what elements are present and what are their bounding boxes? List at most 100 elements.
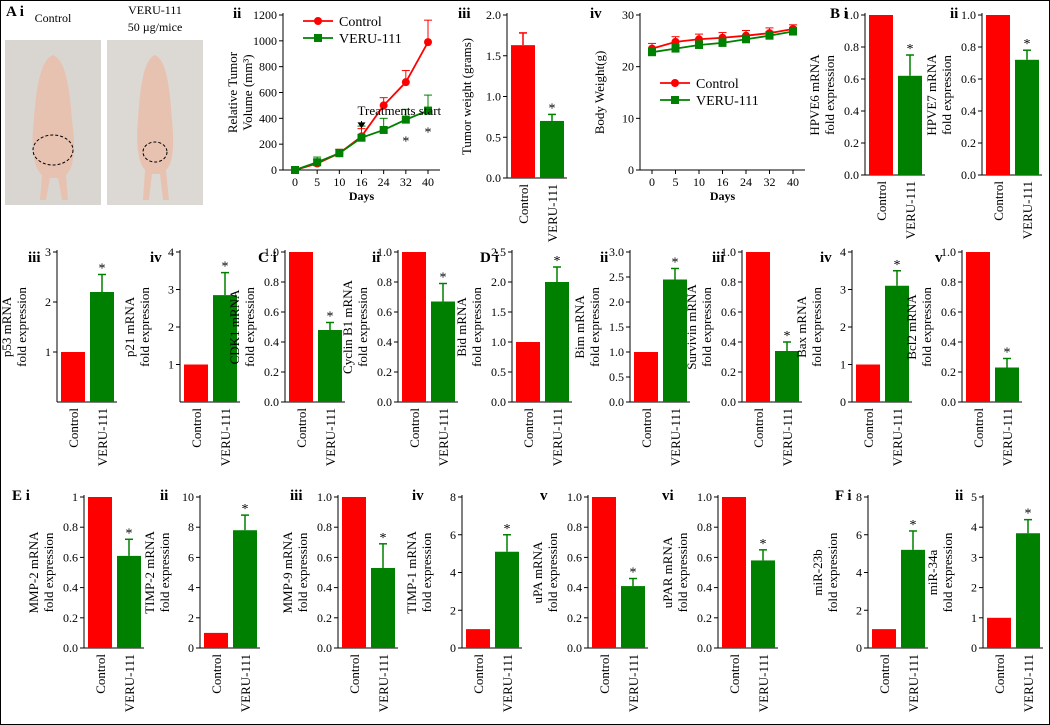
y-tick-label: 0.0 bbox=[844, 168, 859, 182]
y-tick-label: 1.0 bbox=[941, 245, 956, 259]
bar bbox=[1016, 533, 1040, 648]
bar bbox=[634, 352, 658, 402]
y-tick-label: 0.2 bbox=[697, 611, 712, 625]
x-tick-label: 10 bbox=[333, 175, 345, 189]
y-tick-label: 1.0 bbox=[697, 490, 712, 504]
x-tick-label: Control bbox=[471, 654, 486, 694]
panel-label: D i bbox=[480, 250, 499, 266]
bar bbox=[856, 364, 880, 402]
bar bbox=[289, 252, 313, 402]
y-tick-label: 0.5 bbox=[486, 130, 501, 144]
bar bbox=[592, 497, 616, 648]
bar bbox=[511, 45, 535, 178]
legend-label: Control bbox=[339, 15, 382, 30]
y-tick-label: 0.0 bbox=[486, 171, 501, 185]
y-tick-label: 0.4 bbox=[63, 581, 78, 595]
bar bbox=[663, 279, 687, 402]
panel-label: iii bbox=[458, 6, 471, 22]
y-tick-label: 0.6 bbox=[264, 305, 279, 319]
marker bbox=[424, 38, 432, 47]
y-axis-label: fold expression bbox=[14, 287, 29, 367]
y-axis-label: TIMP-2 mRNA bbox=[142, 531, 157, 614]
photo-label: 50 µg/mice bbox=[128, 20, 183, 34]
y-axis-label: fold expression bbox=[940, 532, 955, 612]
panel-label: ii bbox=[372, 250, 380, 266]
tumor-outline bbox=[32, 134, 74, 166]
x-tick-label: 32 bbox=[764, 175, 776, 189]
y-tick-label: 0.8 bbox=[377, 275, 392, 289]
x-axis-label: Days bbox=[349, 189, 375, 203]
y-tick-label: 0.0 bbox=[697, 641, 712, 655]
photo-label: Control bbox=[35, 11, 72, 25]
y-tick-label: 200 bbox=[259, 137, 277, 151]
panel-label: v bbox=[935, 250, 943, 266]
x-tick-label: VERU-111 bbox=[903, 181, 918, 239]
bar bbox=[545, 282, 569, 402]
y-axis-label: miR-34a bbox=[925, 550, 940, 596]
y-axis-label: Tumor weight (grams) bbox=[459, 38, 474, 155]
y-tick-label: 3 bbox=[45, 245, 51, 259]
x-tick-label: VERU-111 bbox=[668, 408, 683, 466]
bar bbox=[90, 292, 114, 402]
x-axis-label: Days bbox=[710, 189, 736, 203]
y-tick-label: 1.0 bbox=[491, 335, 506, 349]
y-tick-label: 1 bbox=[45, 345, 51, 359]
y-tick-label: 4 bbox=[188, 581, 194, 595]
bar bbox=[1015, 59, 1039, 175]
x-tick-label: VERU-111 bbox=[545, 184, 560, 242]
y-tick-label: 0.2 bbox=[721, 365, 736, 379]
panel-label: B i bbox=[830, 6, 848, 22]
bar bbox=[117, 555, 141, 648]
y-axis-label: fold expression bbox=[137, 287, 152, 367]
y-tick-label: 1.0 bbox=[377, 245, 392, 259]
y-axis-label: fold expression bbox=[41, 532, 56, 612]
y-tick-label: 0.4 bbox=[377, 335, 392, 349]
bar bbox=[885, 285, 909, 402]
y-tick-label: 4 bbox=[856, 566, 862, 580]
bar bbox=[213, 295, 237, 402]
x-tick-label: VERU-111 bbox=[890, 408, 905, 466]
significance-mark: * bbox=[504, 522, 511, 537]
y-axis-label: fold expression bbox=[675, 532, 690, 612]
y-tick-label: 0.2 bbox=[941, 365, 956, 379]
bar bbox=[872, 629, 896, 648]
y-tick-label: 0.4 bbox=[941, 335, 956, 349]
y-tick-label: 6 bbox=[450, 528, 456, 542]
y-tick-label: 8 bbox=[188, 520, 194, 534]
panel-label: v bbox=[540, 488, 548, 504]
marker bbox=[379, 101, 388, 110]
marker bbox=[718, 38, 727, 47]
y-tick-label: 2.5 bbox=[609, 270, 624, 284]
x-tick-label: 40 bbox=[787, 175, 799, 189]
y-axis-label: fold expression bbox=[919, 287, 934, 367]
x-tick-label: Control bbox=[407, 408, 422, 448]
x-tick-label: VERU-111 bbox=[122, 654, 137, 712]
x-tick-label: VERU-111 bbox=[95, 408, 110, 466]
significance-mark: * bbox=[126, 526, 133, 541]
x-tick-label: VERU-111 bbox=[238, 654, 253, 712]
y-tick-label: 2 bbox=[450, 603, 456, 617]
x-tick-label: Control bbox=[597, 654, 612, 694]
y-tick-label: 2 bbox=[971, 581, 977, 595]
y-tick-label: 0.5 bbox=[491, 365, 506, 379]
marker bbox=[671, 44, 680, 53]
bar bbox=[233, 530, 257, 648]
x-tick-label: VERU-111 bbox=[626, 654, 641, 712]
y-tick-label: 1000 bbox=[253, 34, 277, 48]
significance-mark: * bbox=[784, 329, 791, 344]
y-tick-label: 2.5 bbox=[491, 245, 506, 259]
y-tick-label: 0.0 bbox=[961, 168, 976, 182]
legend-marker bbox=[314, 34, 322, 42]
x-tick-label: VERU-111 bbox=[906, 654, 921, 712]
x-tick-label: VERU-111 bbox=[550, 408, 565, 466]
bar bbox=[966, 252, 990, 402]
y-tick-label: 0 bbox=[628, 163, 634, 177]
y-tick-label: 0.0 bbox=[721, 395, 736, 409]
y-axis-label: Volume (mm³) bbox=[240, 54, 255, 130]
y-tick-label: 0.6 bbox=[63, 550, 78, 564]
y-tick-label: 1 bbox=[971, 611, 977, 625]
significance-mark: * bbox=[549, 101, 556, 116]
bar bbox=[986, 15, 1010, 175]
y-tick-label: 0.4 bbox=[721, 335, 736, 349]
